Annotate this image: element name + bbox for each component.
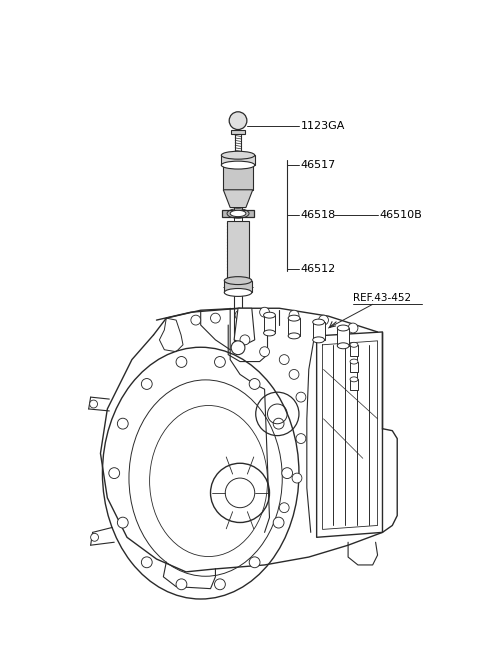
Ellipse shape [312,319,324,325]
Circle shape [109,468,120,479]
Circle shape [215,356,225,367]
Circle shape [229,112,247,129]
Circle shape [282,468,293,479]
Ellipse shape [230,211,246,216]
Circle shape [279,502,289,512]
Ellipse shape [350,342,358,347]
Circle shape [260,307,269,317]
Circle shape [235,310,245,320]
Ellipse shape [288,333,300,339]
Circle shape [118,517,128,528]
Circle shape [319,315,328,325]
Circle shape [142,557,152,567]
Ellipse shape [264,330,276,336]
Circle shape [176,356,187,367]
Text: 46517: 46517 [301,160,336,170]
Circle shape [279,355,289,365]
Polygon shape [221,155,255,165]
Ellipse shape [350,359,358,364]
Text: 1123GA: 1123GA [301,121,345,131]
Circle shape [249,379,260,390]
Circle shape [191,315,201,325]
Polygon shape [234,308,255,345]
Polygon shape [222,209,254,217]
Circle shape [289,369,299,379]
Polygon shape [337,328,349,346]
Circle shape [91,533,98,541]
Text: 46512: 46512 [301,264,336,274]
Polygon shape [350,345,358,356]
Ellipse shape [288,315,300,321]
Polygon shape [224,281,252,293]
Polygon shape [223,165,253,190]
Polygon shape [264,315,276,333]
Circle shape [211,313,220,323]
Circle shape [90,400,97,408]
Ellipse shape [224,277,252,285]
Circle shape [240,335,250,345]
Ellipse shape [221,152,255,159]
Circle shape [289,310,299,320]
Text: REF.43-452: REF.43-452 [353,293,411,303]
Ellipse shape [221,161,255,169]
Polygon shape [350,361,358,373]
Circle shape [176,579,187,590]
Ellipse shape [264,312,276,318]
Circle shape [296,434,306,443]
Circle shape [215,579,225,590]
Ellipse shape [224,289,252,297]
Circle shape [260,347,269,357]
Circle shape [231,341,245,355]
Circle shape [273,419,284,429]
Ellipse shape [337,325,349,331]
Ellipse shape [312,337,324,343]
Ellipse shape [350,377,358,382]
Polygon shape [231,129,245,134]
Polygon shape [227,221,249,281]
Polygon shape [288,318,300,336]
Polygon shape [312,322,324,340]
Circle shape [273,517,284,528]
Circle shape [348,323,358,333]
Circle shape [296,392,306,402]
Polygon shape [223,190,253,207]
Text: 46510B: 46510B [380,211,422,220]
Circle shape [142,379,152,390]
Circle shape [292,473,302,483]
Ellipse shape [337,343,349,349]
Circle shape [249,557,260,567]
Polygon shape [350,379,358,390]
Text: 46518: 46518 [301,211,336,220]
Circle shape [118,419,128,429]
